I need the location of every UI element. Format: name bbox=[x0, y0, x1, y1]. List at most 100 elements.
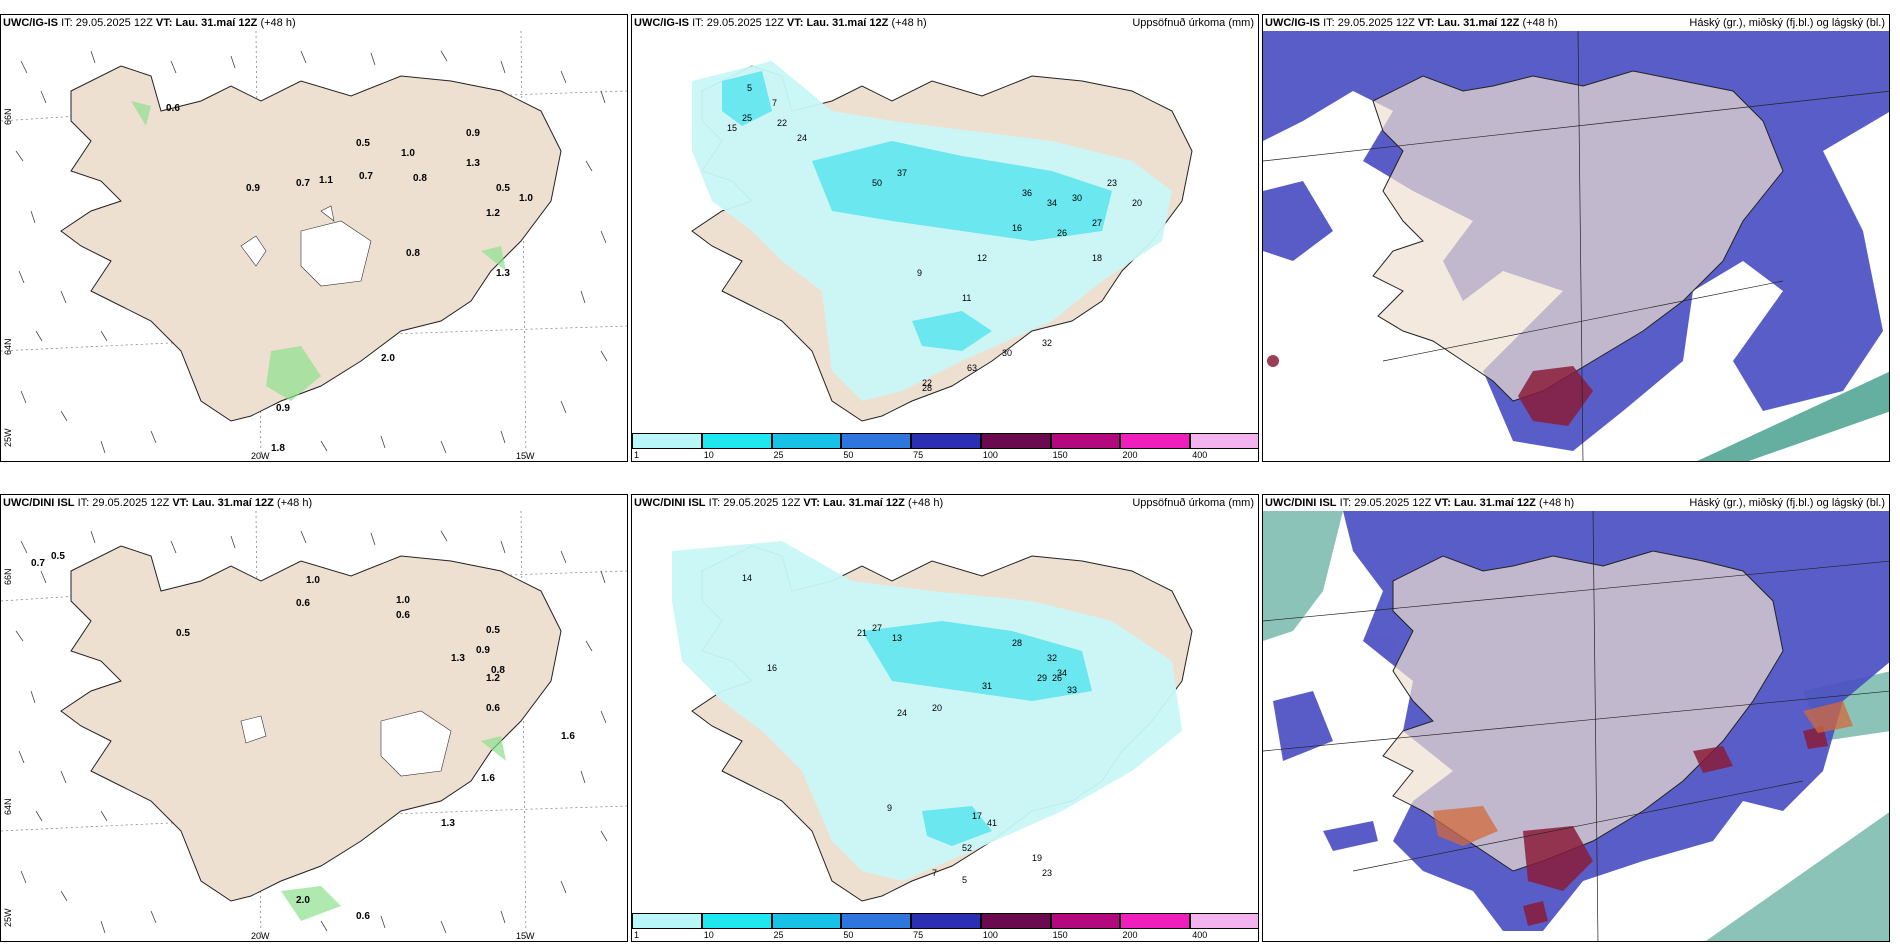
svg-text:34: 34 bbox=[1057, 668, 1067, 678]
lon-label-15w: 15W bbox=[516, 931, 535, 941]
svg-text:30: 30 bbox=[1002, 348, 1012, 358]
svg-text:26: 26 bbox=[1057, 228, 1067, 238]
colorbar-label: 200 bbox=[1122, 450, 1138, 460]
lat-label-66n: 66N bbox=[3, 568, 13, 585]
cloud-map bbox=[1263, 31, 1889, 461]
svg-text:1.0: 1.0 bbox=[396, 595, 410, 606]
panel-header: UWC/IG-IS IT: 29.05.2025 12Z VT: Lau. 31… bbox=[1265, 17, 1558, 29]
precip-map: 5 7 15 25 22 24 37 50 34 36 30 27 26 20 … bbox=[691, 61, 1193, 422]
colorbar-label: 200 bbox=[1122, 930, 1138, 940]
svg-text:0.8: 0.8 bbox=[406, 248, 420, 259]
svg-text:0.6: 0.6 bbox=[356, 911, 370, 922]
svg-text:0.6: 0.6 bbox=[486, 703, 500, 714]
panel-title: Uppsöfnuð úrkoma (mm) bbox=[1132, 497, 1254, 509]
svg-text:24: 24 bbox=[797, 133, 807, 143]
svg-text:5: 5 bbox=[962, 875, 967, 885]
svg-text:12: 12 bbox=[977, 253, 987, 263]
svg-text:1.8: 1.8 bbox=[271, 443, 285, 454]
colorbar-swatch bbox=[1190, 433, 1258, 449]
colorbar-swatch bbox=[841, 433, 912, 449]
svg-text:0.7: 0.7 bbox=[31, 558, 45, 569]
svg-text:0.7: 0.7 bbox=[359, 171, 373, 182]
precip-shading-mid bbox=[862, 621, 1092, 846]
svg-text:26: 26 bbox=[1052, 673, 1062, 683]
lon-label-20w: 20W bbox=[251, 931, 270, 941]
svg-text:14: 14 bbox=[742, 573, 752, 583]
colorbar-swatch bbox=[1120, 913, 1191, 929]
panel-header: UWC/DINI ISL IT: 29.05.2025 12Z VT: Lau.… bbox=[3, 497, 313, 509]
lon-label-25w: 25W bbox=[3, 908, 13, 927]
colorbar-swatch bbox=[771, 913, 842, 929]
grid-lines bbox=[1263, 31, 1889, 461]
svg-text:9: 9 bbox=[887, 803, 892, 813]
colorbar-swatch bbox=[1190, 913, 1258, 929]
precip-numbers: 14 13 27 21 28 32 34 29 26 33 20 24 31 4… bbox=[742, 573, 1077, 885]
svg-text:24: 24 bbox=[897, 708, 907, 718]
colorbar-label: 1 bbox=[634, 450, 640, 460]
glaciers bbox=[240, 205, 372, 287]
svg-text:22: 22 bbox=[777, 118, 787, 128]
svg-text:37: 37 bbox=[897, 168, 907, 178]
colorbar-label: 75 bbox=[913, 450, 924, 460]
svg-text:0.5: 0.5 bbox=[356, 138, 370, 149]
colorbar-swatch bbox=[980, 913, 1051, 929]
svg-text:18: 18 bbox=[1092, 253, 1102, 263]
svg-text:32: 32 bbox=[1047, 653, 1057, 663]
colorbar-label: 100 bbox=[982, 450, 998, 460]
svg-text:20: 20 bbox=[1132, 198, 1142, 208]
svg-text:0.5: 0.5 bbox=[486, 625, 500, 636]
colorbar-label: 25 bbox=[773, 930, 784, 940]
map-panel-dini-wind: UWC/DINI ISL IT: 29.05.2025 12Z VT: Lau.… bbox=[0, 494, 628, 942]
svg-text:1.3: 1.3 bbox=[496, 268, 510, 279]
colorbar-swatch bbox=[1050, 433, 1121, 449]
svg-text:30: 30 bbox=[1072, 193, 1082, 203]
precip-shading bbox=[672, 541, 1182, 881]
svg-text:0.9: 0.9 bbox=[246, 183, 260, 194]
panel-title: Uppsöfnuð úrkoma (mm) bbox=[1132, 17, 1254, 29]
svg-text:0.6: 0.6 bbox=[166, 103, 180, 114]
lat-label-64n: 64N bbox=[3, 338, 13, 355]
svg-text:1.2: 1.2 bbox=[486, 208, 500, 219]
svg-text:2.0: 2.0 bbox=[296, 895, 310, 906]
lon-label-15w: 15W bbox=[516, 451, 535, 461]
wind-map: 0.6 0.5 0.9 0.7 1.1 0.7 1.0 0.8 0.9 1.3 … bbox=[1, 31, 627, 461]
colorbar-swatch bbox=[980, 433, 1051, 449]
svg-text:0.5: 0.5 bbox=[51, 551, 65, 562]
svg-text:1.2: 1.2 bbox=[486, 673, 500, 684]
svg-text:19: 19 bbox=[1032, 853, 1042, 863]
colorbar-label: 1 bbox=[634, 930, 640, 940]
svg-text:1.0: 1.0 bbox=[519, 193, 533, 204]
panel-title: Háský (gr.), miðský (fj.bl.) og lágský (… bbox=[1689, 497, 1885, 509]
colorbar-label: 50 bbox=[843, 450, 854, 460]
svg-text:50: 50 bbox=[872, 178, 882, 188]
colorbar-swatch bbox=[1120, 433, 1191, 449]
green-shading bbox=[131, 101, 506, 401]
svg-text:1.3: 1.3 bbox=[451, 653, 465, 664]
svg-text:31: 31 bbox=[982, 681, 992, 691]
colorbar-label: 150 bbox=[1052, 450, 1068, 460]
svg-text:28: 28 bbox=[922, 383, 932, 393]
iceland-outline bbox=[1382, 550, 1784, 872]
colorbar-swatch bbox=[911, 433, 981, 449]
svg-text:63: 63 bbox=[967, 363, 977, 373]
precip-colorbar: 1 10 25 50 75 100 150 200 400 bbox=[632, 913, 1258, 941]
precip-map: 14 13 27 21 28 32 34 29 26 33 20 24 31 4… bbox=[672, 541, 1193, 902]
svg-text:32: 32 bbox=[1042, 338, 1052, 348]
svg-text:25: 25 bbox=[742, 113, 752, 123]
svg-text:34: 34 bbox=[1047, 198, 1057, 208]
precip-numbers: 5 7 15 25 22 24 37 50 34 36 30 27 26 20 … bbox=[727, 83, 1142, 393]
svg-text:0.9: 0.9 bbox=[466, 128, 480, 139]
svg-text:0.6: 0.6 bbox=[396, 610, 410, 621]
svg-text:23: 23 bbox=[1042, 868, 1052, 878]
svg-text:9: 9 bbox=[917, 268, 922, 278]
svg-text:41: 41 bbox=[987, 818, 997, 828]
panel-header: UWC/DINI ISL IT: 29.05.2025 12Z VT: Lau.… bbox=[1265, 497, 1575, 509]
colorbar-label: 75 bbox=[913, 930, 924, 940]
glaciers bbox=[240, 710, 452, 777]
colorbar-label: 10 bbox=[703, 930, 714, 940]
colorbar-swatch bbox=[632, 433, 702, 449]
lat-label-64n: 64N bbox=[3, 798, 13, 815]
svg-text:27: 27 bbox=[872, 623, 882, 633]
colorbar-label: 10 bbox=[703, 450, 714, 460]
mixed-cloud-shading bbox=[1433, 701, 1853, 846]
